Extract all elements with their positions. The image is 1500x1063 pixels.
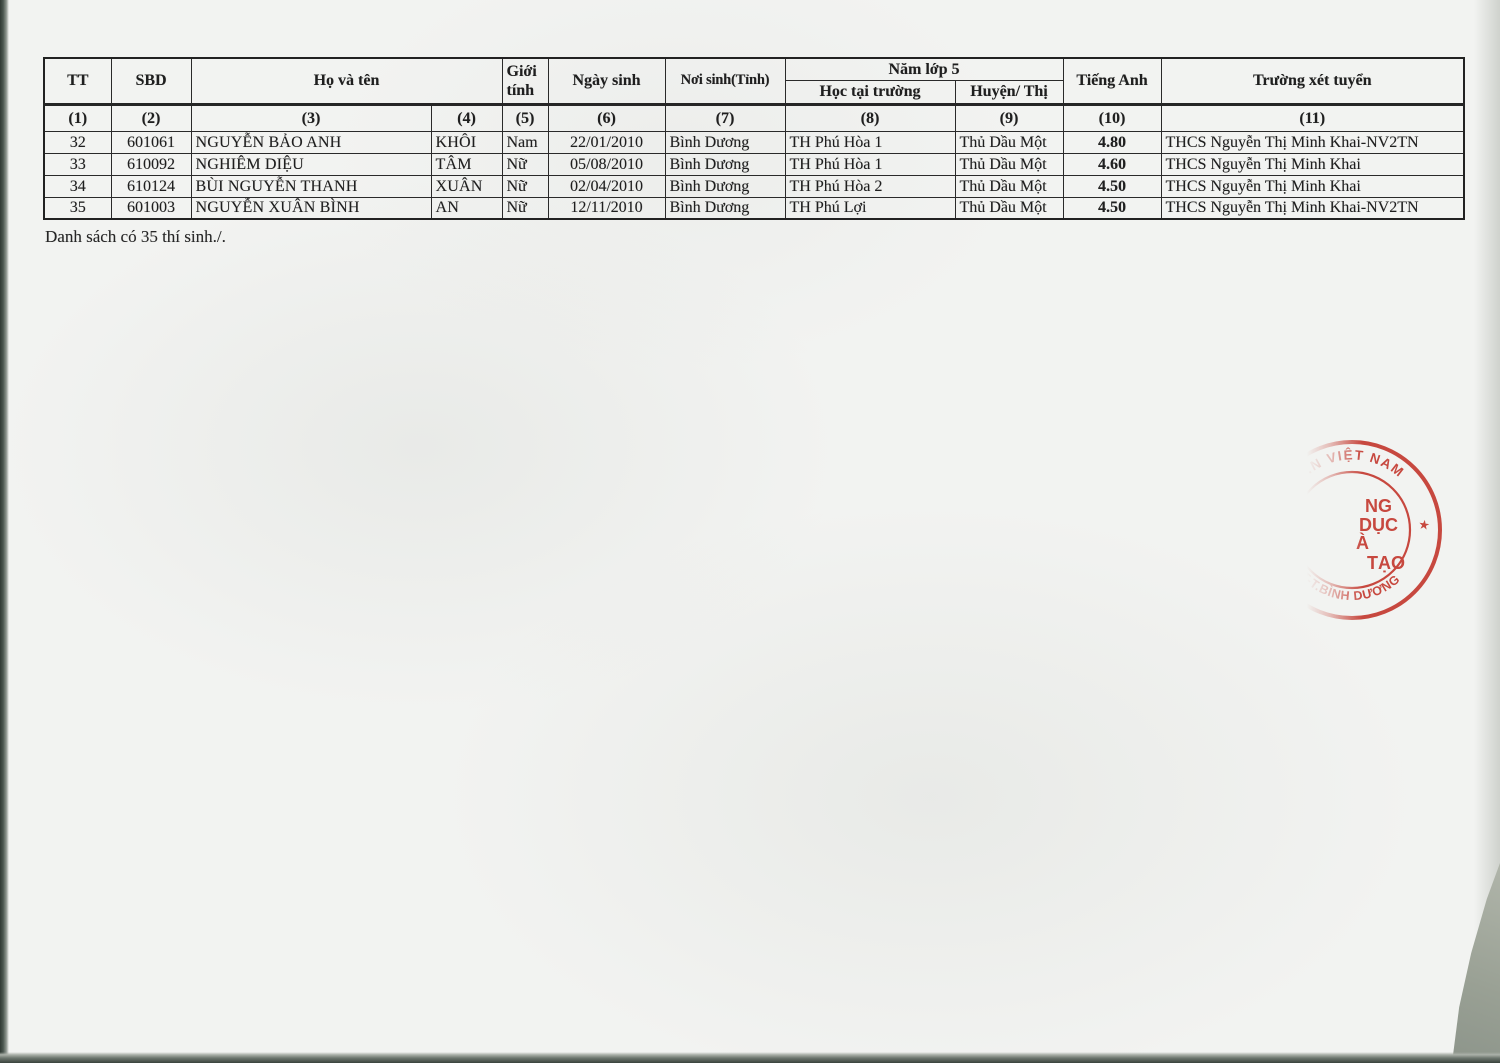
col-header-english: Tiếng Anh (1062, 57, 1162, 105)
col-header-school-applied: Trường xét tuyển (1160, 57, 1465, 105)
col-header-dob: Ngày sinh (547, 57, 666, 105)
cell-lastname: NGUYỄN BẢO ANH (190, 130, 432, 154)
cell-firstname: AN (430, 196, 503, 220)
cell-dob: 22/01/2010 (547, 130, 666, 154)
col-num-5: (5) (501, 102, 549, 132)
cell-gender: Nữ (501, 196, 549, 220)
col-num-3: (3) (190, 102, 432, 132)
cell-school-attended: TH Phú Hòa 1 (784, 152, 956, 176)
header-row-1: TT SBD Họ và tên Giới tính Ngày sinh Nơi… (43, 57, 1465, 105)
cell-lastname: NGHIÊM DIỆU (190, 152, 432, 176)
cell-sbd: 601003 (110, 196, 192, 220)
stamp-center-line-4: TẠO (1367, 553, 1405, 573)
stamp-inner-ring (1292, 470, 1412, 590)
col-num-2: (2) (110, 102, 192, 132)
cell-gender: Nữ (501, 174, 549, 198)
cell-sbd: 610092 (110, 152, 192, 176)
list-count-note: Danh sách có 35 thí sinh./. (45, 227, 226, 246)
col-header-grade5: Năm lớp 5 (784, 57, 1064, 81)
cell-sbd: 601061 (110, 130, 192, 154)
cell-tt: 33 (43, 152, 112, 176)
cell-tt: 32 (43, 130, 112, 154)
col-num-11: (11) (1160, 102, 1465, 132)
cell-district: Thủ Dầu Một (954, 174, 1064, 198)
col-num-9: (9) (954, 102, 1064, 132)
cell-sbd: 610124 (110, 174, 192, 198)
cell-district: Thủ Dầu Một (954, 152, 1064, 176)
col-header-school-attended: Học tại trường (784, 79, 956, 105)
table-row: 33 610092 NGHIÊM DIỆU TÂM Nữ 05/08/2010 … (43, 152, 1465, 176)
cell-dob: 12/11/2010 (547, 196, 666, 220)
stamp-center-line-2: DỤC (1359, 515, 1398, 535)
stamp-center-line-1: NG (1365, 496, 1392, 516)
column-number-row: (1) (2) (3) (4) (5) (6) (7) (8) (9) (10)… (43, 102, 1465, 132)
col-num-7: (7) (664, 102, 786, 132)
cell-gender: Nam (501, 130, 549, 154)
cell-firstname: KHÔI (430, 130, 503, 154)
scanner-lid-corner (1452, 863, 1500, 1063)
cell-school-applied: THCS Nguyễn Thị Minh Khai-NV2TN (1160, 130, 1465, 154)
table-row: 35 601003 NGUYỄN XUÂN BÌNH AN Nữ 12/11/2… (43, 196, 1465, 220)
col-header-tt: TT (43, 57, 112, 105)
cell-dob: 05/08/2010 (547, 152, 666, 176)
col-header-district: Huyện/ Thị (954, 79, 1064, 105)
stamp-star-icon: ★ (1416, 518, 1433, 532)
scan-bottom-edge (0, 1052, 1500, 1063)
col-header-sbd: SBD (110, 57, 192, 105)
cell-school-applied: THCS Nguyễn Thị Minh Khai (1160, 152, 1465, 176)
cell-birthplace: Bình Dương (664, 130, 786, 154)
cell-dob: 02/04/2010 (547, 174, 666, 198)
cell-birthplace: Bình Dương (664, 196, 786, 220)
stamp-center-line-3: À (1356, 532, 1369, 553)
col-num-8: (8) (784, 102, 956, 132)
cell-english-score: 4.80 (1062, 130, 1162, 154)
cell-tt: 34 (43, 174, 112, 198)
cell-firstname: TÂM (430, 152, 503, 176)
col-header-name: Họ và tên (190, 57, 503, 105)
col-num-10: (10) (1062, 102, 1162, 132)
cell-district: Thủ Dầu Một (954, 196, 1064, 220)
cell-english-score: 4.50 (1062, 196, 1162, 220)
scan-left-edge (0, 0, 9, 1063)
cell-school-attended: TH Phú Hòa 1 (784, 130, 956, 154)
col-header-birthplace: Nơi sinh(Tỉnh) (664, 57, 786, 105)
col-header-gender: Giới tính (501, 57, 549, 105)
col-num-4: (4) (430, 102, 503, 132)
cell-lastname: BÙI NGUYỄN THANH (190, 174, 432, 198)
header-row-2: Học tại trường Huyện/ Thị (44, 79, 1464, 105)
table-row: 32 601061 NGUYỄN BẢO ANH KHÔI Nam 22/01/… (43, 130, 1465, 154)
cell-firstname: XUÂN (430, 174, 503, 198)
cell-english-score: 4.50 (1062, 174, 1162, 198)
cell-birthplace: Bình Dương (664, 152, 786, 176)
cell-gender: Nữ (501, 152, 549, 176)
cell-lastname: NGUYỄN XUÂN BÌNH (190, 196, 432, 220)
cell-school-applied: THCS Nguyễn Thị Minh Khai (1160, 174, 1465, 198)
cell-district: Thủ Dầu Một (954, 130, 1064, 154)
stamp-outer-ring (1262, 440, 1442, 620)
official-stamp: C.N VIỆT NAM T-T.BÌNH DƯƠNG ★ NG DỤC À T… (1262, 440, 1442, 620)
col-num-6: (6) (547, 102, 666, 132)
col-num-1: (1) (43, 102, 112, 132)
table-row: 34 610124 BÙI NGUYỄN THANH XUÂN Nữ 02/04… (43, 174, 1465, 198)
cell-tt: 35 (43, 196, 112, 220)
cell-school-applied: THCS Nguyễn Thị Minh Khai-NV2TN (1160, 196, 1465, 220)
cell-school-attended: TH Phú Hòa 2 (784, 174, 956, 198)
student-roster-table: TT SBD Họ và tên Giới tính Ngày sinh Nơi… (43, 57, 1465, 220)
cell-school-attended: TH Phú Lợi (784, 196, 956, 220)
cell-birthplace: Bình Dương (664, 174, 786, 198)
cell-english-score: 4.60 (1062, 152, 1162, 176)
